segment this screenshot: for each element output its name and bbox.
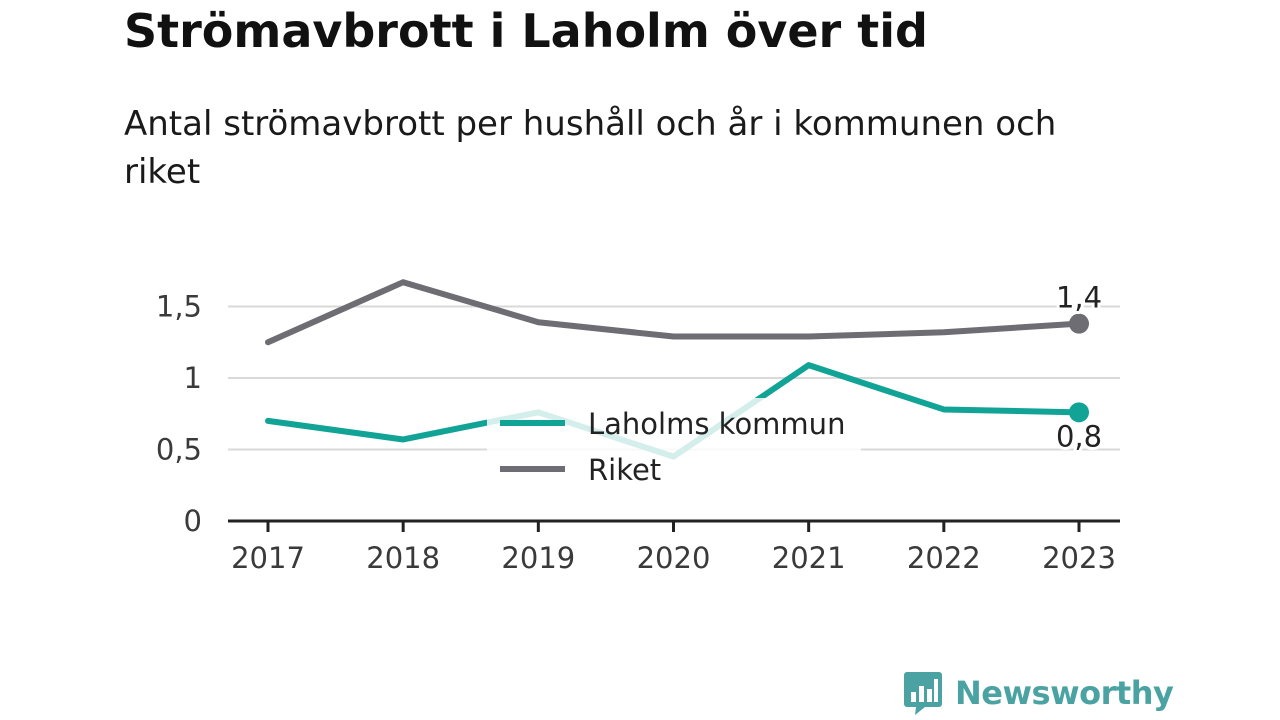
y-tick-label: 0,5 <box>156 433 202 467</box>
bar-chart-speech-bubble-icon <box>904 672 942 715</box>
y-tick-label: 1,5 <box>156 290 202 324</box>
x-tick-label: 2020 <box>637 541 711 575</box>
end-value-label: 0,8 <box>1056 419 1102 453</box>
x-tick-label: 2017 <box>231 541 305 575</box>
x-tick-label: 2021 <box>772 541 846 575</box>
legend: Laholms kommun Riket <box>487 398 861 494</box>
end-marker <box>1069 402 1089 423</box>
y-tick-label: 1 <box>184 361 202 395</box>
x-tick-label: 2023 <box>1042 541 1116 575</box>
end-marker <box>1069 313 1089 334</box>
y-tick-label: 0 <box>184 504 202 538</box>
newsworthy-logo: Newsworthy <box>903 670 1174 716</box>
chart-title: Strömavbrott i Laholm över tid <box>124 4 928 58</box>
x-tick-label: 2018 <box>366 541 440 575</box>
y-axis-tick-labels: 0 0,5 1 1,5 <box>156 290 202 539</box>
x-tick-label: 2019 <box>501 541 575 575</box>
brand-name: Newsworthy <box>955 674 1174 712</box>
end-markers: 0,8 1,4 <box>1053 278 1105 457</box>
chart-subtitle: Antal strömavbrott per hushåll och år i … <box>124 104 1057 192</box>
legend-background <box>487 398 861 494</box>
end-value-label: 1,4 <box>1056 281 1102 315</box>
x-tick-label: 2022 <box>907 541 981 575</box>
legend-label: Laholms kommun <box>588 407 845 441</box>
series-line-riket <box>265 279 1082 346</box>
legend-label: Riket <box>588 453 661 487</box>
x-axis: 2017 2018 2019 2020 2021 2022 2023 <box>228 519 1120 575</box>
